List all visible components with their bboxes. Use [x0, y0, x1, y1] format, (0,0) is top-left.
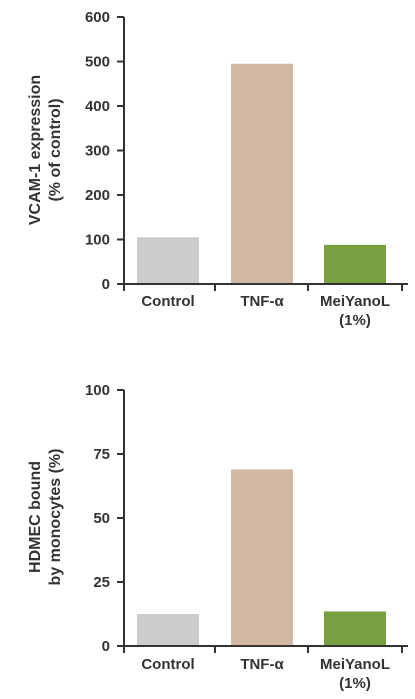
y-axis-label-line: VCAM-1 expression [27, 75, 44, 225]
y-axis-label: VCAM-1 expression (% of control) [27, 75, 64, 225]
category-label: Control [141, 656, 194, 673]
bar [231, 63, 293, 284]
category-label: Control [141, 293, 194, 310]
bar [324, 244, 386, 284]
y-tick-label: 300 [85, 143, 110, 160]
category-label-line: Control [141, 293, 194, 310]
category-label-line: (1%) [339, 675, 371, 692]
y-axis-label-line: HDMEC bound [27, 461, 44, 573]
y-tick-label: 0 [102, 638, 110, 655]
category-label-line: MeiYanoL [320, 656, 390, 673]
y-tick-label: 100 [85, 382, 110, 399]
category-label-line: TNF-α [240, 656, 284, 673]
chart-1: VCAM-1 expression (% of control) 0 100 200 30… [27, 9, 408, 329]
bar [137, 237, 199, 284]
y-axis-label-line: by monocytes (%) [47, 449, 64, 586]
y-axis-label-line: (% of control) [47, 98, 64, 201]
y-tick-label: 500 [85, 54, 110, 71]
category-label-line: (1%) [339, 312, 371, 329]
y-tick-label: 100 [85, 232, 110, 249]
bar [324, 611, 386, 646]
category-label-line: TNF-α [240, 293, 284, 310]
y-tick-label: 600 [85, 9, 110, 26]
category-label: TNF-α [240, 293, 284, 310]
y-tick-label: 50 [93, 510, 110, 527]
category-label: MeiYanoL (1%) [320, 293, 390, 329]
category-label-line: MeiYanoL [320, 293, 390, 310]
chart-2: HDMEC bound by monocytes (%) 0 25 50 75 100 Con… [27, 382, 408, 692]
y-tick-label: 0 [102, 276, 110, 293]
y-tick-label: 400 [85, 98, 110, 115]
y-tick-label: 25 [93, 574, 110, 591]
category-label: TNF-α [240, 656, 284, 673]
category-label-line: Control [141, 656, 194, 673]
y-tick-label: 75 [93, 446, 110, 463]
bar [231, 469, 293, 646]
bar [137, 614, 199, 646]
y-axis-label: HDMEC bound by monocytes (%) [27, 449, 64, 586]
y-tick-label: 200 [85, 187, 110, 204]
category-label: MeiYanoL (1%) [320, 656, 390, 692]
